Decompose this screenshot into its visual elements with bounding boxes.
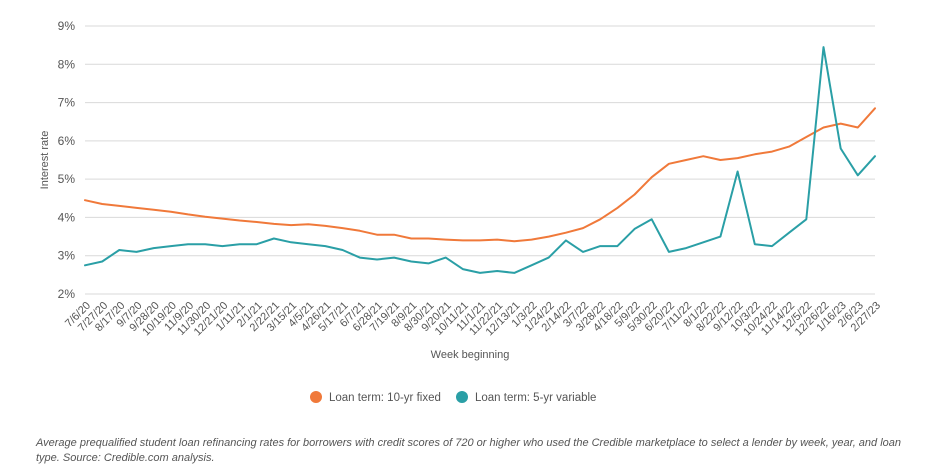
y-tick-label: 2% (58, 287, 76, 301)
legend-label: Loan term: 5-yr variable (475, 392, 596, 404)
y-tick-label: 9% (58, 19, 76, 33)
x-axis-ticks: 7/6/207/27/208/17/209/7/209/28/2010/19/2… (63, 300, 883, 339)
legend-label: Loan term: 10-yr fixed (329, 392, 441, 404)
series-lines (84, 46, 876, 274)
y-tick-label: 4% (58, 210, 76, 224)
x-axis-title: Week beginning (431, 349, 510, 361)
y-tick-label: 3% (58, 249, 76, 263)
legend-swatch (310, 391, 322, 403)
legend: Loan term: 10-yr fixed Loan term: 5-yr va… (310, 391, 596, 404)
y-tick-label: 8% (58, 57, 76, 71)
chart-caption: Average prequalified student loan refina… (36, 437, 902, 464)
line-chart: 2% 3% 4% 5% 6% 7% 8% 9% 7/6/207/27/208/17/209/7… (39, 19, 883, 404)
y-tick-label: 7% (58, 96, 76, 110)
series-line-10yr-fixed (84, 107, 876, 243)
y-axis-title: Interest rate (39, 131, 51, 190)
legend-swatch (456, 391, 468, 403)
series-line-5yr-variable (84, 46, 876, 274)
gridlines (85, 25, 875, 295)
y-tick-label: 6% (58, 134, 76, 148)
y-tick-label: 5% (58, 172, 76, 186)
y-axis-ticks: 2% 3% 4% 5% 6% 7% 8% 9% (58, 19, 76, 301)
